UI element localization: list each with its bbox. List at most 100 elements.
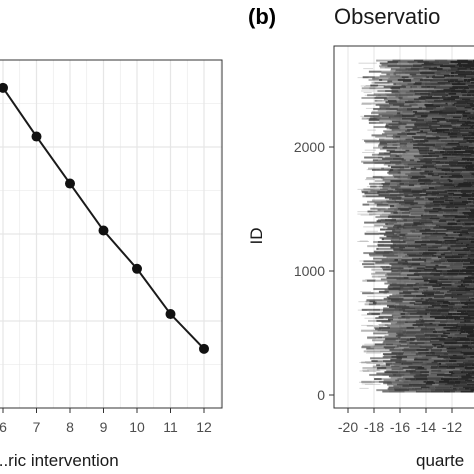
- panel-b-heat-cell: [391, 63, 398, 66]
- panel-b-heat-cell: [451, 139, 455, 142]
- panel-b-heat-cell: [459, 96, 474, 99]
- panel-b-heat-cell: [441, 314, 445, 317]
- panel-b-heat-cell: [448, 353, 464, 356]
- panel-b-heat-cell: [384, 289, 399, 292]
- panel-b-heat-cell: [470, 299, 474, 302]
- panel-b-heat-cell: [414, 203, 427, 206]
- panel-b-heat-cell: [434, 72, 441, 75]
- panel-b-heat-cell: [453, 170, 463, 173]
- panel-b-heat-cell: [463, 221, 474, 224]
- panel-b-heat-cell: [420, 322, 430, 325]
- panel-b-heat-cell: [438, 220, 447, 223]
- panel-b-heat-cell: [453, 306, 462, 309]
- panel-b-heat-cell: [362, 195, 366, 198]
- panel-b-heat-cell: [470, 319, 474, 322]
- panel-b-heat-cell: [450, 102, 455, 105]
- panel-b-heat-cell: [441, 168, 451, 171]
- panel-b-heat-cell: [446, 290, 452, 293]
- panel-b-heat-cell: [471, 135, 474, 138]
- panel-b-heat-cell: [435, 152, 445, 155]
- panel-b-heat-cell: [424, 84, 441, 87]
- panel-b-heat-cell: [428, 358, 442, 361]
- panel-b-heat-cell: [368, 303, 377, 306]
- panel-b-heat-cell: [470, 240, 474, 243]
- panel-b-heat-cell: [389, 168, 394, 171]
- panel-b-heat-cell: [442, 263, 454, 266]
- panel-b-heat-cell: [410, 372, 422, 375]
- panel-b-heat-cell: [383, 301, 396, 304]
- panel-b-heat-cell: [391, 217, 402, 220]
- panel-b-heat-cell: [435, 326, 444, 329]
- panel-b-heat-cell: [424, 209, 438, 212]
- panel-b-heat-cell: [415, 373, 420, 376]
- panel-b-heat-cell: [466, 319, 471, 322]
- panel-b-heat-cell: [410, 217, 422, 220]
- panel-b-heat-cell: [447, 59, 458, 62]
- panel-b-heat-cell: [436, 195, 444, 198]
- panel-b-heat-cell: [389, 265, 405, 268]
- panel-b-heat-cell: [403, 304, 407, 307]
- panel-b-heat-cell: [387, 80, 393, 83]
- panel-b-heat-cell: [434, 317, 449, 320]
- panel-b-heat-cell: [440, 335, 448, 338]
- panel-b-heat-cell: [467, 252, 474, 255]
- panel-b-heat-cell: [465, 135, 472, 138]
- panel-b-heat-cell: [377, 360, 383, 363]
- panel-b-heat-cell: [372, 77, 379, 80]
- panel-b-heat-cell: [442, 167, 451, 170]
- panel-b-heat-cell: [389, 348, 402, 351]
- panel-b-heat-cell: [431, 182, 439, 185]
- panel-b-heat-cell: [363, 252, 376, 255]
- panel-b-heat-cell: [417, 70, 422, 73]
- panel-b-heat-cell: [444, 130, 453, 133]
- panel-b-heat-cell: [384, 177, 398, 180]
- panel-b-heat-cell: [419, 373, 429, 376]
- panel-b-heat-cell: [460, 128, 470, 131]
- panel-b-heat-cell: [414, 123, 429, 126]
- panel-b-heat-cell: [399, 142, 408, 145]
- panel-b-heat-cell: [389, 283, 405, 286]
- panel-b-heat-cell: [427, 193, 432, 196]
- panel-b-heat-cell: [452, 127, 465, 130]
- panel-b-heat-cell: [415, 337, 420, 340]
- panel-b-heat-cell: [454, 318, 457, 321]
- panel-b-heat-cell: [389, 328, 404, 331]
- panel-b-heat-cell: [437, 188, 445, 191]
- panel-b-heat-cell: [412, 296, 417, 299]
- panel-b-heat-cell: [429, 236, 444, 239]
- panel-b-heat-cell: [470, 175, 474, 178]
- panel-b-heat-cell: [452, 312, 457, 315]
- panel-b-heat-cell: [415, 229, 420, 232]
- panel-b-heat-cell: [460, 380, 467, 383]
- panel-b-heat-cell: [465, 232, 470, 235]
- panel-b-heat-cell: [438, 182, 453, 185]
- panel-b-heat-cell: [426, 384, 438, 387]
- panel-b-heat-cell: [413, 116, 418, 119]
- panel-b-heat-cell: [421, 290, 424, 293]
- panel-b-heat-cell: [399, 105, 412, 108]
- panel-b-heat-cell: [429, 146, 435, 149]
- panel-b-heat-cell: [403, 252, 419, 255]
- panel-b-heat-cell: [388, 77, 403, 80]
- panel-b-heat-cell: [450, 99, 465, 102]
- panel-b-heat-cell: [382, 336, 398, 339]
- panel-b-heat-cell: [446, 120, 457, 123]
- panel-b-heat-cell: [436, 303, 441, 306]
- panel-b-heat-cell: [471, 77, 474, 80]
- panel-b-heat-cell: [417, 180, 434, 183]
- panel-b-heat-cell: [466, 81, 471, 84]
- panel-b-heat-cell: [449, 357, 466, 360]
- panel-b-heat-cell: [430, 128, 436, 131]
- panel-b-heat-cell: [398, 96, 403, 99]
- panel-b-heat-cell: [461, 376, 474, 379]
- panel-b-heat-cell: [371, 312, 380, 315]
- panel-b-heat-cell: [449, 73, 459, 76]
- panel-b-heat-cell: [396, 199, 404, 202]
- panel-b-heat-cell: [452, 146, 467, 149]
- panel-b-heat-cell: [454, 279, 461, 282]
- panel-b-heat-cell: [407, 69, 420, 72]
- panel-a-border: [0, 59, 223, 409]
- panel-b-heat-cell: [396, 373, 405, 376]
- panel-b-heat-cell: [407, 177, 411, 180]
- panel-b-heat-cell: [415, 101, 422, 104]
